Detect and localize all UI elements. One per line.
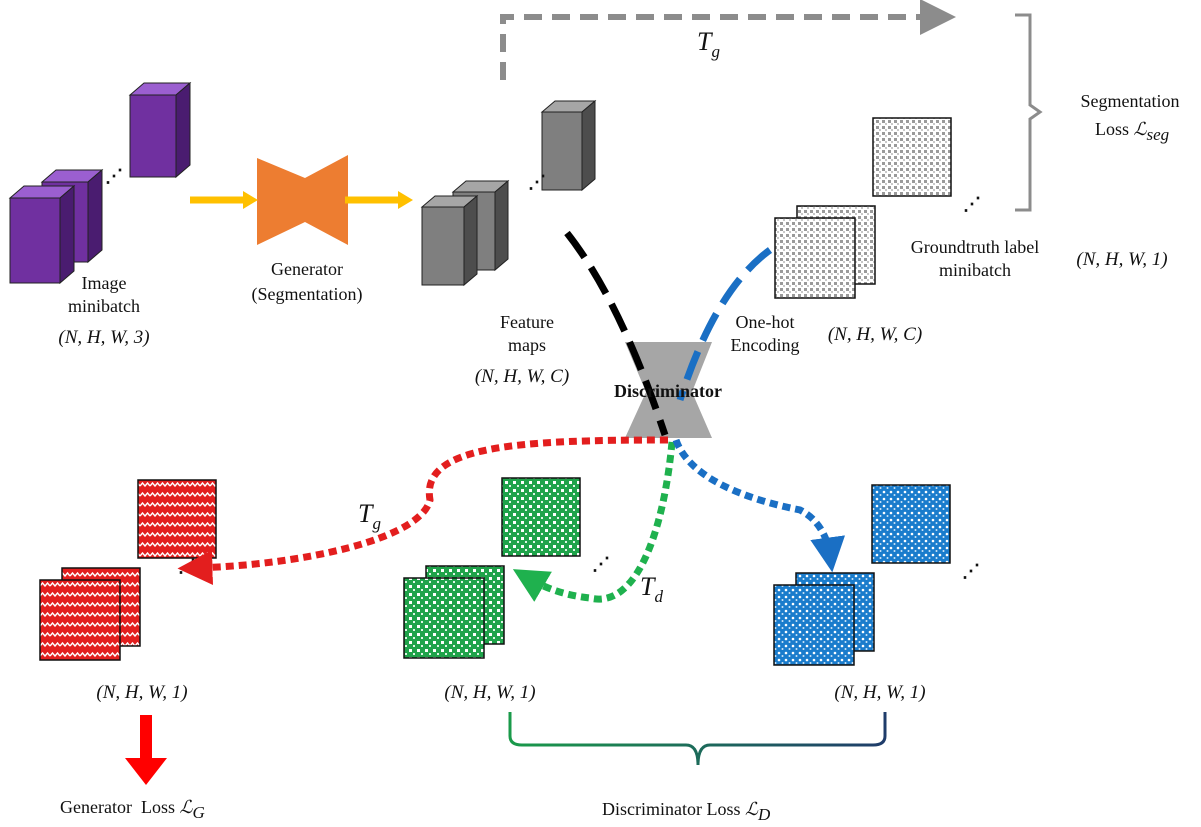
box-front [10, 198, 60, 283]
box-side [60, 186, 74, 283]
box-side [495, 181, 508, 270]
fake-flow [195, 440, 668, 568]
label: Loss ℒseg [1095, 119, 1169, 144]
generator-shape [257, 155, 348, 245]
box-front [542, 112, 582, 190]
ellipsis: ⋰ [105, 166, 123, 186]
ellipsis: ⋰ [178, 556, 196, 576]
loss-label: Discriminator Loss ℒD [602, 799, 771, 824]
box-front [130, 95, 176, 177]
ellipsis: ⋰ [528, 172, 546, 192]
map [873, 118, 951, 196]
map [775, 218, 855, 298]
box-front [422, 207, 464, 285]
segmentation-path [503, 17, 938, 80]
path-label: Td [640, 572, 663, 606]
box-side [464, 196, 477, 285]
box-side [176, 83, 190, 177]
path-label: Tg [358, 499, 381, 533]
map [872, 485, 950, 563]
shape: (N, H, W, 3) [58, 327, 149, 348]
loss-label: Generator Loss ℒG [60, 797, 205, 822]
diagram: ⋰ ⋰ ⋰ ⋰ ⋰ ⋰ Imageminibatch (N, H, W, 3) Gener… [0, 0, 1201, 827]
shape: (N, H, W, 1) [444, 682, 535, 703]
label: Generator(Segmentation) [252, 259, 363, 305]
shape: (N, H, W, 1) [834, 682, 925, 703]
arrow-head [398, 191, 413, 209]
path-label: Tg [697, 27, 720, 61]
discriminator-bracket [510, 712, 885, 765]
ellipsis: ⋰ [963, 194, 981, 214]
ellipsis: ⋰ [962, 561, 980, 581]
map [404, 578, 484, 658]
map [40, 580, 120, 660]
shape: (N, H, W, C) [828, 324, 922, 345]
box-side [582, 101, 595, 190]
segmentation-bracket [1015, 15, 1040, 210]
ellipsis: ⋰ [592, 554, 610, 574]
map [774, 585, 854, 665]
shape: (N, H, W, C) [475, 366, 569, 387]
map [138, 480, 216, 558]
generator-loss-arrow [125, 715, 167, 785]
label: Segmentation [1081, 91, 1180, 111]
label-out-flow [676, 440, 830, 555]
shape: (N, H, W, 1) [96, 682, 187, 703]
arrow-head [243, 191, 258, 209]
map [502, 478, 580, 556]
box-side [88, 170, 102, 262]
label: Discriminator [614, 381, 722, 401]
shape: (N, H, W, 1) [1076, 249, 1167, 270]
